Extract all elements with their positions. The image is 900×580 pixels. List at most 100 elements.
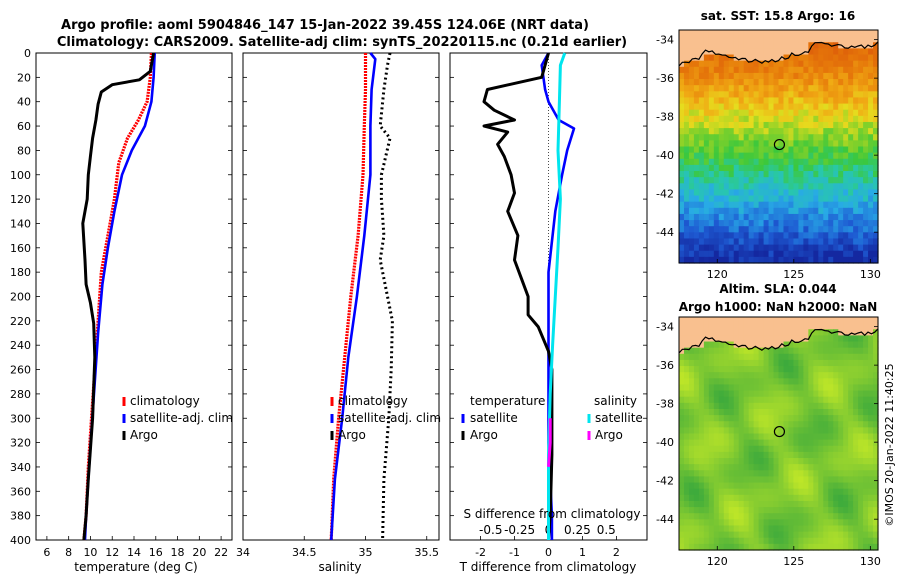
- map-cell: [724, 238, 730, 245]
- map-cell: [724, 208, 730, 215]
- map-cell: [704, 67, 710, 74]
- map-cell: [833, 85, 839, 92]
- map-cell: [818, 378, 824, 385]
- map-cell: [868, 67, 874, 74]
- map-cell: [764, 421, 770, 428]
- map-cell: [729, 354, 735, 361]
- map-cell: [848, 384, 854, 391]
- map-cell: [749, 159, 755, 166]
- map-cell: [868, 360, 874, 367]
- map-cell: [863, 354, 869, 361]
- map-cell: [793, 507, 799, 514]
- map-cell: [833, 73, 839, 80]
- map-cell: [699, 165, 705, 172]
- map-cell: [774, 409, 780, 416]
- map-cell: [858, 427, 864, 434]
- map-cell: [684, 42, 690, 49]
- map-cell: [808, 525, 814, 532]
- map-cell: [699, 128, 705, 135]
- map-cell: [749, 251, 755, 258]
- map-cell: [813, 189, 819, 196]
- map-cell: [739, 48, 745, 55]
- map-cell: [724, 323, 730, 330]
- map-cell: [739, 446, 745, 453]
- map-cell: [798, 378, 804, 385]
- map-cell: [783, 189, 789, 196]
- map-cell: [808, 415, 814, 422]
- map-cell: [754, 403, 760, 410]
- map-cell: [858, 470, 864, 477]
- map-cell: [858, 372, 864, 379]
- map-cell: [833, 421, 839, 428]
- map-cell: [843, 116, 849, 123]
- map-cell: [779, 110, 785, 117]
- map-cell: [828, 232, 834, 239]
- map-cell: [868, 507, 874, 514]
- map-cell: [823, 85, 829, 92]
- map-cell: [783, 232, 789, 239]
- map-cell: [828, 360, 834, 367]
- map-cell: [803, 134, 809, 141]
- map-cell: [788, 208, 794, 215]
- map-cell: [788, 354, 794, 361]
- diff-series-salinity-argo: [549, 418, 551, 467]
- map-cell: [808, 85, 814, 92]
- diff-legend-label: satellite: [470, 411, 518, 425]
- map-cell: [709, 226, 715, 233]
- map-cell: [788, 177, 794, 184]
- map-cell: [759, 177, 765, 184]
- map-cell: [798, 519, 804, 526]
- map-cell: [833, 483, 839, 490]
- map-cell: [818, 226, 824, 233]
- map-cell: [769, 214, 775, 221]
- map-cell: [813, 36, 819, 43]
- map-cell: [853, 134, 859, 141]
- map-cell: [863, 397, 869, 404]
- map-cell: [694, 489, 700, 496]
- map-cell: [818, 489, 824, 496]
- diff-tick-label: 0: [545, 546, 552, 559]
- map-cell: [724, 140, 730, 147]
- map-cell: [739, 360, 745, 367]
- map-cell: [679, 470, 685, 477]
- map-cell: [833, 165, 839, 172]
- map-cell: [808, 128, 814, 135]
- map-cell: [759, 147, 765, 154]
- map-cell: [679, 519, 685, 526]
- map-cell: [793, 189, 799, 196]
- sla-map-title-line1: Altim. SLA: 0.044: [719, 282, 836, 296]
- map-cell: [868, 85, 874, 92]
- map-cell: [853, 415, 859, 422]
- map-cell: [699, 519, 705, 526]
- map-cell: [803, 91, 809, 98]
- map-cell: [848, 122, 854, 129]
- map-cell: [853, 110, 859, 117]
- map-cell: [754, 134, 760, 141]
- map-cell: [833, 360, 839, 367]
- map-cell: [803, 372, 809, 379]
- map-cell: [724, 183, 730, 190]
- map-cell: [793, 483, 799, 490]
- map-cell: [798, 354, 804, 361]
- map-cell: [704, 165, 710, 172]
- map-cell: [704, 153, 710, 160]
- map-cell: [848, 470, 854, 477]
- map-cell: [744, 372, 750, 379]
- map-cell: [769, 196, 775, 203]
- map-cell: [828, 483, 834, 490]
- map-cell: [744, 507, 750, 514]
- map-cell: [779, 214, 785, 221]
- map-cell: [798, 110, 804, 117]
- map-cell: [704, 208, 710, 215]
- map-cell: [848, 208, 854, 215]
- map-cell: [808, 538, 814, 545]
- map-cell: [793, 91, 799, 98]
- map-cell: [798, 97, 804, 104]
- map-cell: [704, 189, 710, 196]
- map-cell: [818, 232, 824, 239]
- map-cell: [759, 421, 765, 428]
- map-cell: [823, 434, 829, 441]
- map-cell: [818, 55, 824, 62]
- map-cell: [798, 73, 804, 80]
- map-cell: [769, 354, 775, 361]
